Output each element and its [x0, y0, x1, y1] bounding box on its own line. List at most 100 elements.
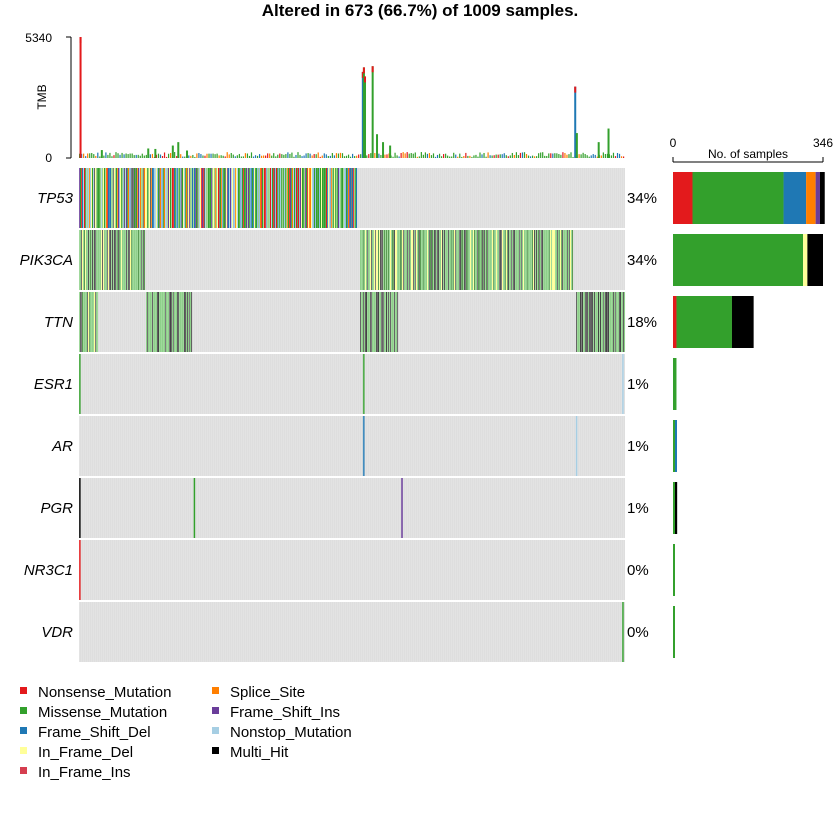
tmb-bar-baseline [242, 156, 244, 158]
heatmap-mutation-cell [201, 168, 203, 228]
heatmap-mutation-cell [85, 292, 87, 352]
heatmap-mutation-cell [259, 168, 261, 228]
heatmap-mutation-cell [478, 230, 480, 290]
heatmap-mutation-cell [114, 230, 116, 290]
heatmap-mutation-mark [622, 602, 624, 662]
tmb-bar-baseline [560, 154, 562, 158]
heatmap-mutation-cell [509, 230, 511, 290]
heatmap-mutation-cell [448, 230, 450, 290]
legend-label: In_Frame_Del [38, 744, 133, 761]
heatmap-mutation-cell [181, 292, 183, 352]
heatmap-mutation-cell [441, 230, 443, 290]
tmb-bar-baseline [384, 154, 386, 158]
tmb-bar-baseline [331, 153, 333, 158]
heatmap-mutation-cell [533, 230, 535, 290]
heatmap-mutation-cell [278, 168, 280, 228]
heatmap-mutation-cell [391, 230, 393, 290]
heatmap-mutation-cell [269, 168, 271, 228]
tmb-bar-baseline [329, 155, 331, 158]
heatmap-mutation-cell [249, 168, 251, 228]
heatmap-mutation-cell [321, 168, 323, 228]
heatmap-mutation-cell [186, 292, 188, 352]
tmb-bar-baseline [145, 154, 147, 158]
heatmap-mutation-cell [205, 168, 207, 228]
heatmap-mutation-cell [83, 292, 85, 352]
heatmap-mutation-cell [328, 168, 330, 228]
tmb-bar-baseline [214, 154, 216, 158]
heatmap-mutation-cell [548, 230, 550, 290]
heatmap-mutation-cell [95, 168, 97, 228]
heatmap-mutation-cell [118, 230, 120, 290]
heatmap-mutation-cell [222, 168, 224, 228]
heatmap-mutation-cell [406, 230, 408, 290]
heatmap-mutation-cell [117, 168, 119, 228]
heatmap-mutation-cell [421, 230, 423, 290]
heatmap-mutation-cell [307, 168, 309, 228]
heatmap-mutation-cell [396, 292, 398, 352]
heatmap-mutation-cell [534, 230, 536, 290]
tmb-bar-baseline [236, 155, 238, 158]
heatmap-mutation-cell [447, 230, 449, 290]
heatmap-mutation-mark [575, 416, 578, 476]
tmb-bar-baseline [311, 155, 313, 158]
heatmap-mutation-cell [257, 168, 259, 228]
heatmap-mutation-cell [311, 168, 313, 228]
heatmap-mutation-cell [127, 168, 129, 228]
tmb-bar-baseline [558, 154, 560, 158]
heatmap-mutation-cell [606, 292, 608, 352]
tmb-bar-baseline [341, 153, 344, 158]
heatmap-mutation-cell [131, 168, 133, 228]
heatmap-mutation-cell [396, 230, 398, 290]
heatmap-mutation-cell [576, 292, 578, 352]
side-bar-segment [807, 234, 823, 286]
heatmap-mutation-cell [220, 168, 222, 228]
tmb-bar-baseline [396, 155, 398, 158]
tmb-bar-baseline [552, 153, 554, 158]
heatmap-mutation-cell [100, 230, 102, 290]
heatmap-mutation-cell [86, 292, 88, 352]
tmb-bar-baseline [426, 153, 429, 158]
heatmap-mutation-cell [281, 168, 283, 228]
heatmap-mutation-cell [536, 230, 538, 290]
tmb-bar-baseline [360, 154, 362, 158]
heatmap-mutation-cell [619, 292, 621, 352]
heatmap-mutation-cell [339, 168, 341, 228]
tmb-bar-baseline [232, 154, 234, 158]
heatmap-mutation-cell [303, 168, 305, 228]
heatmap-mutation-cell [622, 292, 624, 352]
heatmap-mutation-cell [153, 292, 155, 352]
tmb-bar-baseline [283, 154, 285, 158]
tmb-bar-baseline [192, 154, 194, 158]
heatmap-mutation-cell [177, 168, 179, 228]
side-bar-segment [815, 172, 820, 224]
heatmap-mutation-cell [318, 168, 320, 228]
heatmap-mutation-cell [87, 292, 89, 352]
heatmap-mutation-cell [140, 168, 142, 228]
heatmap-mutation-cell [129, 230, 131, 290]
heatmap-mutation-cell [353, 168, 355, 228]
legend-swatch [20, 707, 27, 714]
heatmap-mutation-cell [364, 292, 366, 352]
tmb-bar-baseline [477, 156, 479, 158]
heatmap-mutation-cell [500, 230, 502, 290]
heatmap-mutation-cell [184, 292, 186, 352]
tmb-bar-baseline [428, 153, 431, 158]
heatmap-mutation-cell [293, 168, 295, 228]
heatmap-mutation-cell [221, 168, 223, 228]
heatmap-mutation-cell [97, 292, 99, 352]
heatmap-mutation-cell [263, 168, 265, 228]
heatmap-mutation-cell [507, 230, 509, 290]
heatmap-mutation-cell [346, 168, 348, 228]
tmb-bar-baseline [295, 155, 297, 158]
heatmap-mutation-cell [439, 230, 441, 290]
heatmap-mutation-cell [361, 230, 363, 290]
legend-label: Missense_Mutation [38, 704, 167, 721]
tmb-bar-baseline [176, 156, 178, 158]
heatmap-mutation-cell [277, 168, 279, 228]
tmb-bar-baseline [604, 154, 606, 158]
heatmap-mutation-cell [192, 168, 194, 228]
heatmap-mutation-cell [229, 168, 231, 228]
heatmap-mutation-cell [467, 230, 469, 290]
tmb-bar-baseline [578, 154, 580, 158]
heatmap-mutation-cell [274, 168, 276, 228]
